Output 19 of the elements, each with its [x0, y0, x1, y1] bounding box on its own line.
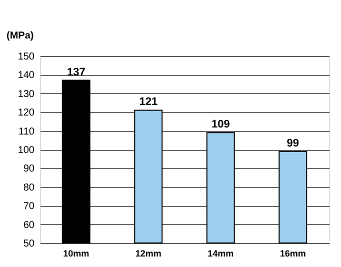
x-tick-label: 16mm: [280, 248, 306, 258]
data-label: 99: [286, 137, 299, 150]
x-tick-label: 14mm: [208, 248, 234, 258]
y-tick-label: 70: [23, 201, 35, 212]
y-tick-label: 50: [23, 238, 35, 250]
y-tick-label: 60: [23, 220, 35, 231]
y-tick-label: 140: [18, 70, 35, 82]
data-label: 109: [211, 118, 230, 131]
y-tick-label: 130: [18, 88, 35, 100]
data-label: 121: [139, 96, 158, 108]
y-tick-label: 90: [23, 164, 35, 175]
y-axis-title: (MPa): [6, 30, 34, 42]
x-tick-label: 12mm: [135, 248, 162, 258]
y-tick-label: 110: [18, 126, 35, 138]
y-tick-label: 100: [18, 145, 35, 156]
y-tick-label: 80: [23, 182, 35, 194]
y-tick-label: 150: [18, 52, 35, 62]
x-tick-label: 10mm: [63, 248, 90, 258]
y-tick-label: 120: [18, 108, 35, 119]
